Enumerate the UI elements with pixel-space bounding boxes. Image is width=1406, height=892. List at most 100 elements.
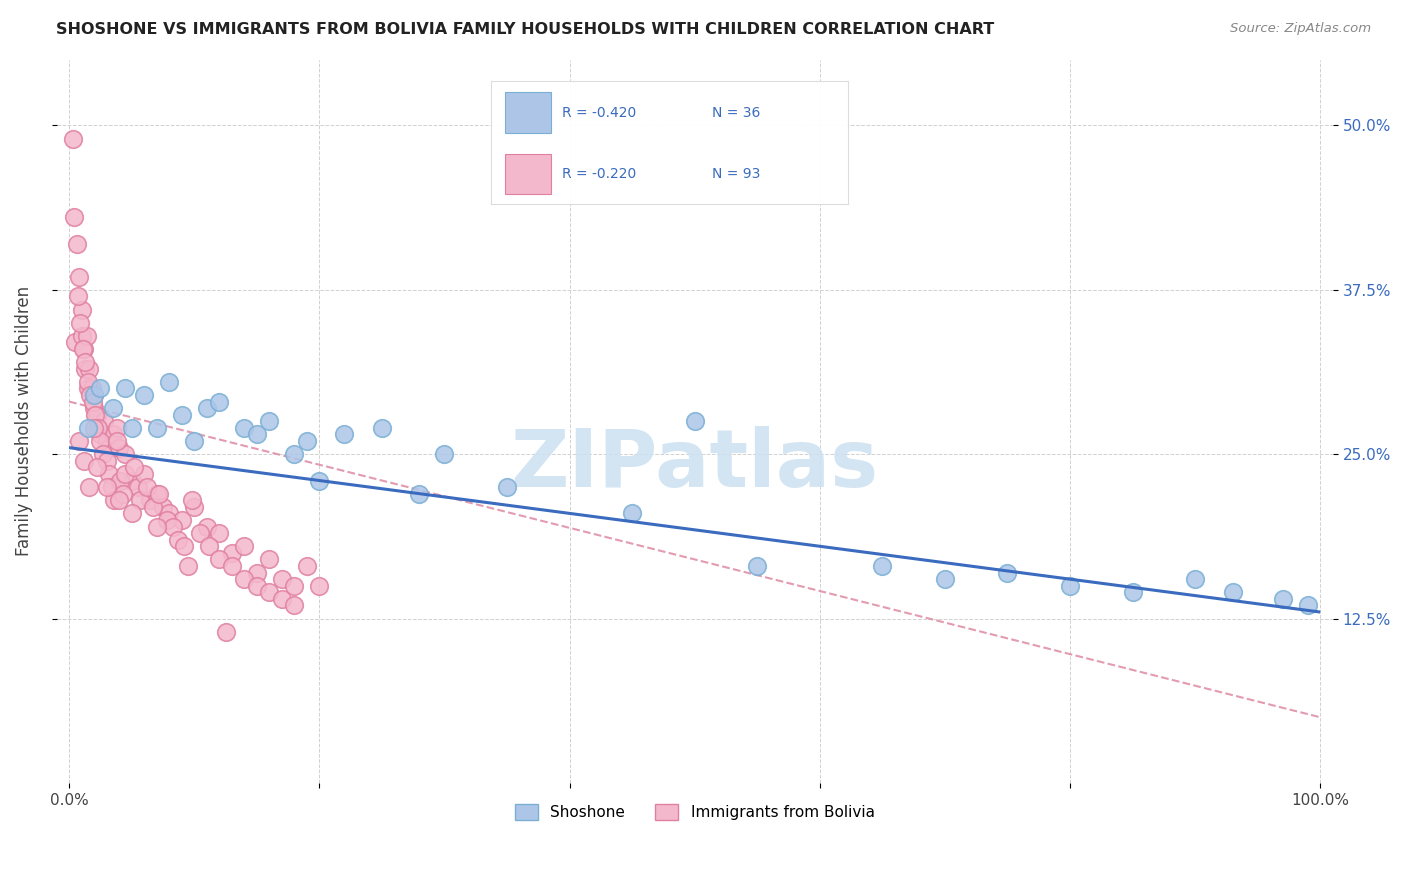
Point	[121, 474, 143, 488]
Point	[934, 572, 956, 586]
Point	[77, 381, 100, 395]
Point	[89, 427, 111, 442]
Point	[283, 579, 305, 593]
Point	[134, 467, 156, 481]
Point	[86, 408, 108, 422]
Point	[134, 388, 156, 402]
Point	[69, 316, 91, 330]
Point	[65, 335, 87, 350]
Point	[83, 421, 105, 435]
Point	[77, 421, 100, 435]
Point	[167, 533, 190, 547]
Point	[111, 486, 134, 500]
Point	[1184, 572, 1206, 586]
Point	[98, 441, 121, 455]
Point	[73, 342, 96, 356]
Point	[66, 289, 89, 303]
Point	[89, 434, 111, 448]
Point	[170, 408, 193, 422]
Point	[86, 460, 108, 475]
Point	[77, 361, 100, 376]
Point	[433, 447, 456, 461]
Point	[408, 486, 430, 500]
Point	[270, 591, 292, 606]
Point	[84, 408, 107, 422]
Point	[75, 355, 97, 369]
Point	[156, 513, 179, 527]
Legend: Shoshone, Immigrants from Bolivia: Shoshone, Immigrants from Bolivia	[509, 797, 880, 826]
Point	[87, 421, 110, 435]
Point	[79, 388, 101, 402]
Point	[1296, 599, 1319, 613]
Point	[1222, 585, 1244, 599]
Text: Source: ZipAtlas.com: Source: ZipAtlas.com	[1230, 22, 1371, 36]
Point	[747, 559, 769, 574]
Y-axis label: Family Households with Children: Family Households with Children	[15, 286, 32, 557]
Point	[114, 467, 136, 481]
Text: SHOSHONE VS IMMIGRANTS FROM BOLIVIA FAMILY HOUSEHOLDS WITH CHILDREN CORRELATION : SHOSHONE VS IMMIGRANTS FROM BOLIVIA FAMI…	[56, 22, 994, 37]
Point	[114, 447, 136, 461]
Point	[82, 394, 104, 409]
Point	[152, 500, 174, 514]
Point	[1122, 585, 1144, 599]
Point	[108, 493, 131, 508]
Point	[177, 559, 200, 574]
Point	[96, 454, 118, 468]
Point	[135, 480, 157, 494]
Point	[183, 434, 205, 448]
Point	[198, 539, 221, 553]
Point	[105, 421, 128, 435]
Point	[77, 375, 100, 389]
Point	[872, 559, 894, 574]
Point	[195, 401, 218, 416]
Point	[103, 493, 125, 508]
Point	[259, 585, 281, 599]
Point	[195, 519, 218, 533]
Point	[142, 500, 165, 514]
Point	[221, 559, 243, 574]
Point	[1059, 579, 1081, 593]
Point	[73, 454, 96, 468]
Point	[233, 572, 256, 586]
Point	[233, 539, 256, 553]
Point	[63, 211, 86, 225]
Point	[145, 421, 167, 435]
Point	[148, 486, 170, 500]
Point	[67, 434, 90, 448]
Point	[67, 269, 90, 284]
Point	[108, 441, 131, 455]
Point	[101, 401, 124, 416]
Point	[270, 572, 292, 586]
Point	[145, 519, 167, 533]
Point	[93, 414, 115, 428]
Point	[295, 434, 318, 448]
Point	[259, 414, 281, 428]
Point	[208, 394, 231, 409]
Point	[105, 434, 128, 448]
Point	[208, 526, 231, 541]
Point	[308, 474, 330, 488]
Point	[89, 381, 111, 395]
Point	[76, 328, 98, 343]
Point	[190, 526, 212, 541]
Point	[246, 566, 269, 580]
Point	[214, 624, 236, 639]
Point	[333, 427, 356, 442]
Point	[101, 427, 124, 442]
Point	[96, 480, 118, 494]
Point	[91, 447, 114, 461]
Point	[83, 388, 105, 402]
Point	[259, 552, 281, 566]
Point	[127, 480, 149, 494]
Point	[66, 236, 89, 251]
Point	[170, 513, 193, 527]
Point	[98, 467, 121, 481]
Point	[283, 599, 305, 613]
Point	[145, 486, 167, 500]
Point	[72, 342, 94, 356]
Point	[70, 328, 93, 343]
Point	[173, 539, 195, 553]
Point	[62, 131, 84, 145]
Point	[221, 546, 243, 560]
Point	[122, 460, 145, 475]
